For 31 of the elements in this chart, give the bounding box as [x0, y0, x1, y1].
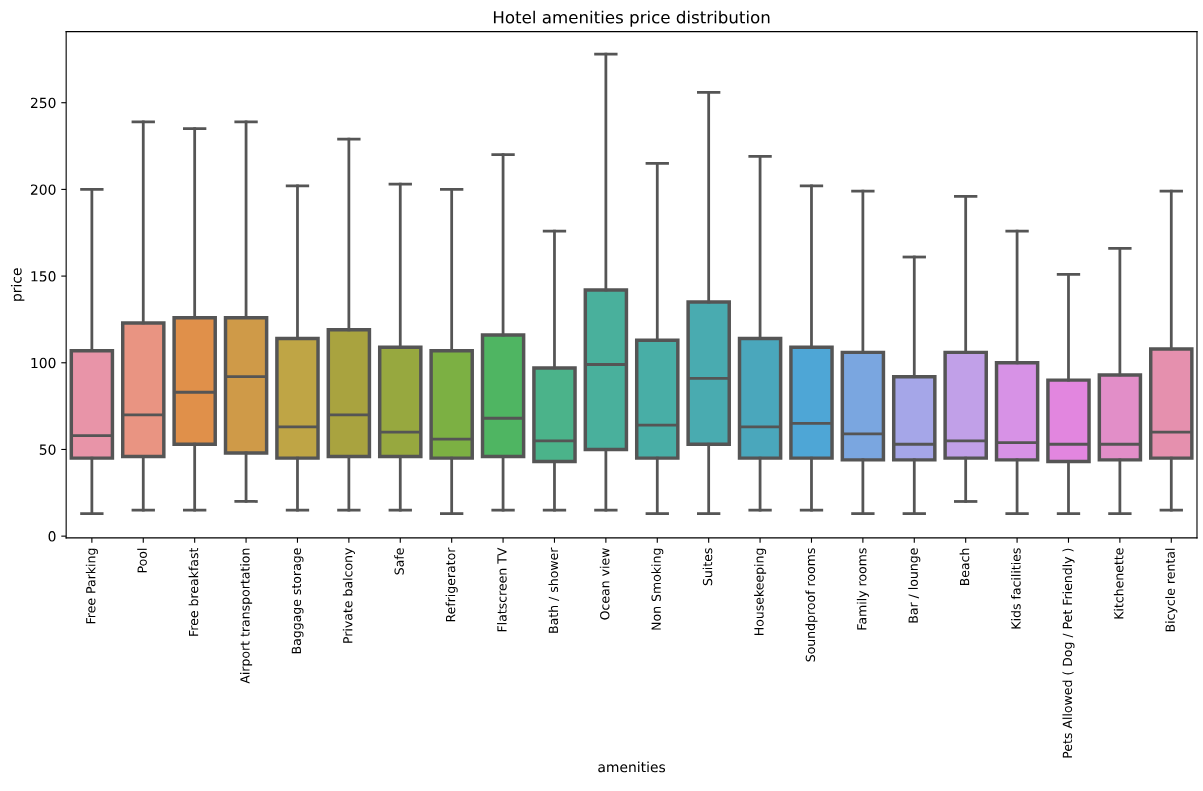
x-tick-label: Housekeeping [754, 548, 767, 635]
x-tick-label: Suites [702, 548, 713, 586]
x-tick-label: Non Smoking [651, 548, 664, 630]
x-tick-label: Free Parking [85, 548, 98, 624]
x-tick-label: Private balcony [342, 547, 355, 643]
y-tick-label: 150 [31, 271, 56, 282]
x-tick-label: Refrigerator [445, 547, 458, 622]
x-tick-label: Safe [394, 548, 404, 575]
x-tick-label: Family rooms [856, 548, 869, 630]
y-tick-label: 250 [30, 97, 56, 109]
x-axis-title: amenities [598, 761, 666, 773]
x-tick-label: Flatscreen TV [497, 547, 507, 632]
x-tick-label: Baggage storage [291, 548, 304, 654]
x-tick-label: Kitchenette [1113, 548, 1124, 619]
x-tick-label: Beach [959, 548, 970, 586]
x-tick-label: Bath / shower [548, 547, 560, 633]
x-tick-label: Pool [137, 548, 147, 573]
y-tick-label: 100 [31, 357, 56, 369]
x-tick-label: Ocean view [599, 548, 610, 620]
x-tick-label: Kids facilities [1011, 548, 1021, 629]
y-tick-label: 200 [30, 184, 56, 195]
y-axis-title: price [10, 268, 25, 301]
chart-title: Hotel amenities price distribution [493, 10, 770, 27]
x-tick-label: Pets Allowed ( Dog / Pet Friendly ) [1062, 548, 1075, 758]
x-tick-label: Free breakfast [188, 547, 199, 636]
x-tick-label: Soundproof rooms [805, 548, 818, 662]
y-tick-label: 0 [48, 531, 56, 542]
y-tick-label: 50 [39, 444, 56, 455]
x-tick-label: Bicycle rental [1165, 548, 1178, 632]
x-tick-label: Airport transportation [240, 548, 253, 684]
x-tick-label: Bar / lounge [908, 548, 921, 623]
